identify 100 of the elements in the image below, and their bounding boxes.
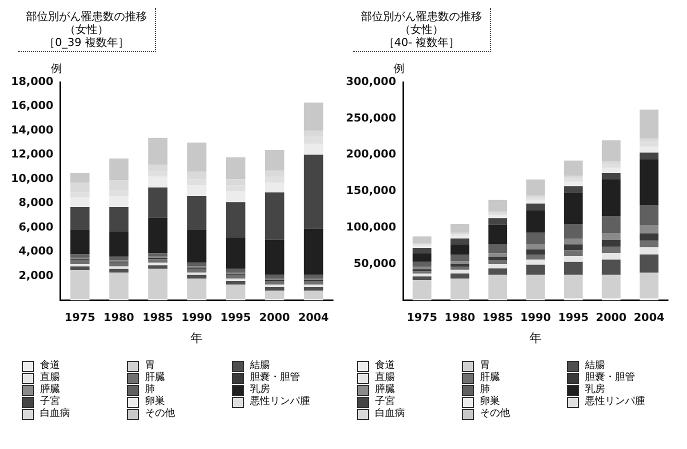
x-tick-label: 2004 [298, 310, 330, 324]
bar [450, 224, 470, 233]
y-tick-label: 16,000 [10, 99, 54, 112]
bar [264, 274, 284, 279]
bar [226, 202, 246, 238]
legend-label: 直腸 [375, 372, 395, 384]
legend-label: 膵臓 [375, 384, 395, 396]
y-tick-label: 4,000 [18, 244, 54, 258]
bar [264, 280, 284, 285]
bar [564, 262, 583, 275]
legend-label: 悪性リンパ腫 [250, 396, 310, 408]
bar [450, 273, 470, 279]
x-tick-label: 1985 [482, 310, 514, 324]
bar [226, 268, 246, 272]
bar [70, 260, 90, 264]
bar [526, 180, 545, 196]
legend-label: 直腸 [40, 372, 60, 384]
bar [304, 274, 324, 279]
bar [488, 200, 508, 212]
legend-label: 子宮 [40, 396, 60, 408]
bar [450, 266, 470, 270]
legend-label: 悪性リンパ腫 [585, 396, 645, 408]
x-tick-label: 1985 [142, 310, 174, 324]
bar [264, 150, 284, 171]
bar [187, 196, 206, 230]
bar [488, 274, 508, 299]
bar [412, 262, 432, 267]
bar [526, 244, 545, 250]
bar [148, 138, 168, 165]
bar [187, 278, 206, 300]
bar [450, 236, 470, 239]
x-axis-title: 年 [190, 330, 203, 345]
bar [450, 264, 470, 267]
legend-label: 白血病 [375, 408, 405, 420]
bar [450, 238, 470, 244]
legend-label: 食道 [375, 360, 395, 372]
bar [602, 140, 621, 162]
legend-label: 肺 [145, 384, 155, 396]
bar [304, 287, 324, 291]
bar [70, 230, 90, 254]
bar [602, 246, 621, 254]
bar [602, 260, 621, 275]
bar [226, 284, 246, 300]
bar [412, 253, 432, 262]
bar [304, 102, 324, 131]
bar [70, 254, 90, 258]
bar [226, 274, 246, 279]
bar [564, 192, 583, 224]
bar [450, 261, 470, 264]
bar [526, 232, 545, 244]
bar [412, 266, 432, 270]
legend-label: その他 [145, 408, 175, 420]
bar [109, 231, 128, 257]
y-tick-label: 14,000 [10, 123, 54, 136]
bar [602, 216, 621, 234]
legend-label: 肝臓 [145, 372, 165, 384]
bar [526, 264, 545, 275]
bar [148, 259, 168, 263]
y-tick-label: 6,000 [18, 220, 54, 234]
bar [488, 224, 508, 244]
legend-label: 膵臓 [40, 384, 60, 396]
bar [488, 218, 508, 225]
chart-title: 部位別がん罹患数の推移（女性）［0_39 複数年］ [18, 8, 156, 52]
y-axis-title: 例 [394, 62, 405, 75]
bar [226, 157, 246, 180]
bar [187, 142, 206, 172]
legend-label: 肺 [480, 384, 490, 396]
bar [304, 280, 324, 285]
bar [488, 256, 508, 260]
bar [187, 268, 206, 272]
bar [640, 233, 658, 241]
bar [148, 253, 168, 257]
bar [70, 173, 90, 183]
bar [640, 247, 658, 255]
bar [450, 270, 470, 274]
bar [109, 206, 128, 232]
bar [488, 264, 508, 268]
bar [148, 265, 168, 269]
legend-label: 結腸 [585, 360, 605, 372]
bar [148, 188, 168, 218]
bar [564, 186, 583, 193]
chart-title: 部位別がん罹患数の推移（女性）［40- 複数年］ [353, 8, 491, 52]
bar [70, 270, 90, 300]
bar [564, 256, 583, 262]
bar [187, 230, 206, 263]
bar [70, 266, 90, 270]
bar [264, 290, 284, 300]
bar [187, 272, 206, 275]
bar [526, 200, 545, 204]
bar [109, 262, 128, 266]
bar [602, 253, 621, 260]
bar [304, 290, 324, 300]
y-axis-title: 例 [50, 62, 62, 75]
x-tick-label: 1995 [220, 310, 251, 324]
bar [109, 272, 128, 300]
legend-label: 卵巣 [480, 396, 500, 408]
y-tick-label: 50,000 [354, 256, 396, 270]
x-axis-title: 年 [530, 330, 542, 345]
x-tick-label: 1995 [558, 310, 589, 324]
y-tick-label: 10,000 [10, 172, 54, 185]
